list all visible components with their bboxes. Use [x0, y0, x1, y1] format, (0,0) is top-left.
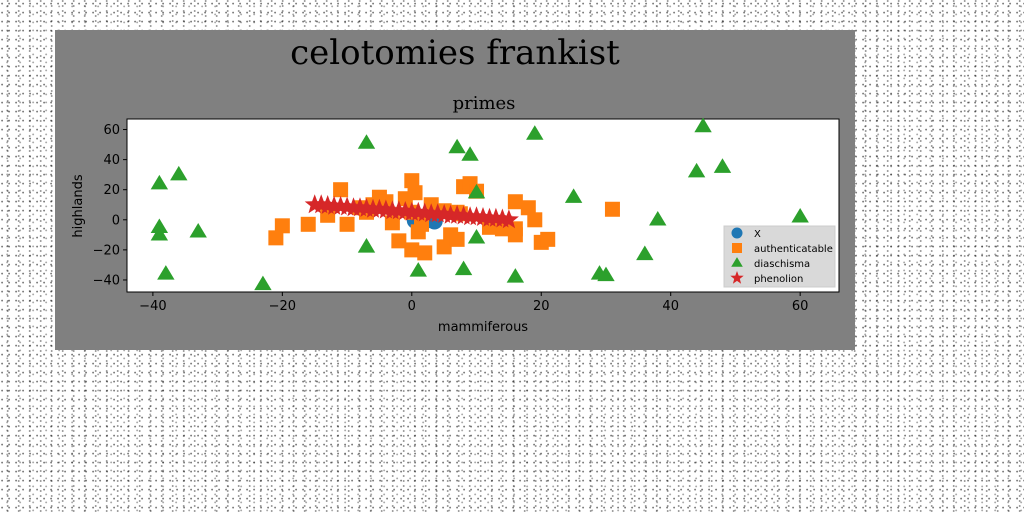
- data-point: [157, 265, 175, 280]
- legend-marker: [732, 243, 742, 253]
- data-point: [150, 218, 169, 234]
- data-point: [498, 209, 519, 229]
- data-point: [506, 268, 525, 283]
- legend-marker: [731, 227, 743, 239]
- data-point: [467, 183, 486, 199]
- data-point: [339, 216, 355, 232]
- data-point: [636, 245, 654, 261]
- data-point: [391, 233, 407, 249]
- data-point: [409, 262, 427, 277]
- x-tick-label: 20: [533, 299, 550, 314]
- legend-marker: [731, 257, 743, 267]
- plot-area: [126, 118, 840, 293]
- series-phenolion: [304, 194, 519, 229]
- data-point: [254, 275, 272, 291]
- y-tick-label: 20: [103, 183, 120, 198]
- legend-label: X: [754, 229, 761, 240]
- x-axis-label: mammiferous: [438, 320, 528, 335]
- data-point: [540, 231, 556, 247]
- y-tick-label: 0: [112, 213, 120, 228]
- data-point: [467, 229, 486, 244]
- data-point: [527, 212, 543, 228]
- data-point: [791, 207, 809, 223]
- y-axis-label: highlands: [71, 174, 86, 237]
- data-point: [526, 125, 544, 140]
- data-point: [713, 158, 732, 173]
- data-point: [357, 134, 376, 149]
- data-point: [333, 182, 349, 198]
- data-point: [384, 215, 400, 231]
- legend-label: diaschisma: [754, 259, 810, 270]
- figure-suptitle: celotomies frankist: [290, 33, 620, 73]
- series-diaschisma: [150, 117, 809, 291]
- data-point: [170, 165, 188, 181]
- data-point: [448, 138, 466, 154]
- data-point: [407, 185, 423, 201]
- data-point: [300, 216, 316, 232]
- legend-box: [723, 225, 836, 288]
- y-tick-label: 60: [103, 123, 120, 138]
- x-tick-label: −20: [269, 299, 296, 314]
- data-point: [694, 117, 712, 133]
- axes-title: primes: [453, 93, 516, 114]
- data-point: [150, 174, 169, 190]
- legend-label: authenticatable: [754, 244, 833, 255]
- data-point: [357, 238, 376, 253]
- y-tick-label: −40: [93, 273, 120, 288]
- data-point: [507, 194, 523, 210]
- data-point: [564, 188, 583, 203]
- data-point: [604, 201, 620, 217]
- y-tick-label: 40: [103, 153, 120, 168]
- x-tick-label: −40: [139, 299, 166, 314]
- data-point: [417, 245, 433, 261]
- x-tick-label: 60: [792, 299, 809, 314]
- data-point: [449, 231, 465, 247]
- x-tick-label: 40: [662, 299, 679, 314]
- data-point: [649, 210, 667, 226]
- data-point: [404, 173, 420, 189]
- data-point: [150, 225, 169, 241]
- data-point: [597, 266, 615, 282]
- data-point: [404, 242, 420, 258]
- data-point: [454, 260, 473, 276]
- data-point: [687, 162, 706, 178]
- data-point: [436, 239, 452, 255]
- data-point: [461, 146, 479, 161]
- data-point: [520, 200, 536, 216]
- y-tick-label: −20: [93, 243, 120, 258]
- data-point: [189, 222, 207, 238]
- x-axis: −40 −20 0 20 40 60: [139, 292, 808, 314]
- data-marks: [150, 117, 809, 291]
- legend-marker: [730, 271, 744, 284]
- legend-label: phenolion: [754, 274, 803, 285]
- y-axis: −40 −20 0 20 40 60: [93, 123, 127, 288]
- data-point: [268, 230, 284, 246]
- x-tick-label: 0: [408, 299, 416, 314]
- data-point: [274, 218, 290, 234]
